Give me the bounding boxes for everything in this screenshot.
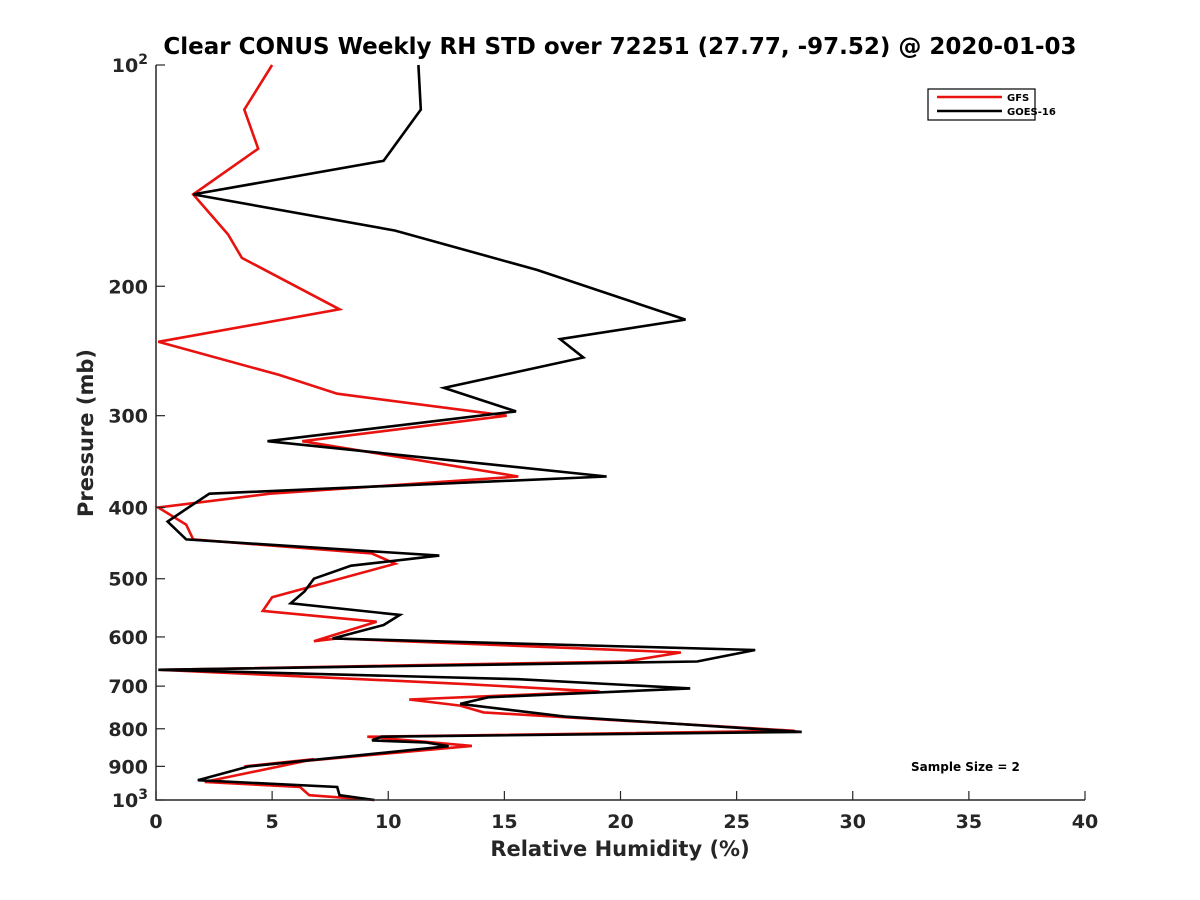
y-tick-label: 400 xyxy=(108,498,148,520)
x-tick-label: 40 xyxy=(1072,811,1098,833)
y-tick-label: 900 xyxy=(108,756,148,778)
x-tick-label: 20 xyxy=(607,811,633,833)
y-tick-label: 103 xyxy=(112,787,148,812)
x-tick-label: 0 xyxy=(149,811,162,833)
legend-label-gfs: GFS xyxy=(1007,93,1029,104)
legend: GFS GOES-16 xyxy=(927,88,1056,121)
y-tick-label: 200 xyxy=(108,276,148,298)
x-tick-label: 25 xyxy=(723,811,749,833)
series-line-goes-16 xyxy=(158,64,802,802)
y-tick-label: 800 xyxy=(108,719,148,741)
y-tick-label: 102 xyxy=(112,52,148,77)
x-tick-label: 15 xyxy=(491,811,517,833)
y-tick-label: 500 xyxy=(108,569,148,591)
x-tick-label: 10 xyxy=(375,811,401,833)
y-axis-label: Pressure (mb) xyxy=(74,349,98,517)
y-tick-label: 300 xyxy=(108,406,148,428)
y-tick-label: 700 xyxy=(108,676,148,698)
x-tick-label: 35 xyxy=(956,811,982,833)
series-line-gfs xyxy=(154,64,795,802)
plot-area xyxy=(154,64,802,802)
sample-size-annotation: Sample Size = 2 xyxy=(911,760,1020,774)
y-tick-label: 600 xyxy=(108,627,148,649)
x-tick-label: 30 xyxy=(840,811,866,833)
x-tick-label: 5 xyxy=(266,811,279,833)
x-axis-label: Relative Humidity (%) xyxy=(490,837,749,861)
x-axis: 0 5 10 15 20 25 30 35 40 xyxy=(149,791,1098,833)
legend-box xyxy=(927,88,1036,121)
y-axis: 102 200 300 400 500 600 700 800 900 103 xyxy=(108,52,165,812)
chart-title: Clear CONUS Weekly RH STD over 72251 (27… xyxy=(163,34,1076,60)
legend-label-goes-16: GOES-16 xyxy=(1007,107,1056,118)
